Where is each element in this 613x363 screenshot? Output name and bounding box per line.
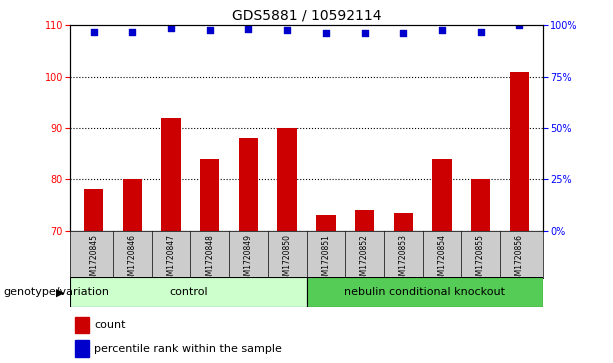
Bar <box>161 118 181 231</box>
Bar <box>471 179 490 231</box>
Text: nebulin conditional knockout: nebulin conditional knockout <box>344 287 505 297</box>
Text: GSM1720855: GSM1720855 <box>476 234 485 285</box>
Text: genotype/variation: genotype/variation <box>3 287 109 297</box>
Bar <box>432 159 452 231</box>
Text: GSM1720856: GSM1720856 <box>515 234 524 285</box>
Point <box>437 26 447 32</box>
Bar <box>278 128 297 231</box>
Point <box>243 26 253 32</box>
Text: GSM1720849: GSM1720849 <box>244 234 253 285</box>
Text: GSM1720846: GSM1720846 <box>128 234 137 285</box>
Text: GSM1720851: GSM1720851 <box>321 234 330 285</box>
Point <box>128 29 137 34</box>
Bar <box>75 340 89 357</box>
Text: percentile rank within the sample: percentile rank within the sample <box>94 343 282 354</box>
Point <box>282 26 292 32</box>
Text: count: count <box>94 320 126 330</box>
Text: GSM1720848: GSM1720848 <box>205 234 215 285</box>
Bar <box>123 179 142 231</box>
Bar <box>70 277 306 307</box>
Bar <box>75 317 89 333</box>
Text: GSM1720850: GSM1720850 <box>283 234 292 285</box>
Text: GSM1720847: GSM1720847 <box>167 234 175 285</box>
Bar <box>239 138 258 231</box>
Bar <box>306 277 543 307</box>
Point <box>166 25 176 31</box>
Point <box>360 30 370 36</box>
Point <box>514 23 524 28</box>
Bar <box>200 159 219 231</box>
Text: GSM1720852: GSM1720852 <box>360 234 369 285</box>
Point <box>89 29 99 34</box>
Title: GDS5881 / 10592114: GDS5881 / 10592114 <box>232 9 381 23</box>
Point <box>321 30 331 36</box>
Point <box>476 29 485 34</box>
Bar <box>394 213 413 231</box>
Point <box>398 30 408 36</box>
Bar <box>509 72 529 231</box>
Text: GSM1720853: GSM1720853 <box>398 234 408 285</box>
Bar <box>316 215 335 231</box>
Text: control: control <box>169 287 208 297</box>
Point <box>205 26 215 32</box>
Bar <box>84 189 104 231</box>
Text: GSM1720845: GSM1720845 <box>89 234 98 285</box>
Text: GSM1720854: GSM1720854 <box>438 234 446 285</box>
Text: ▶: ▶ <box>56 287 64 297</box>
Bar <box>355 210 374 231</box>
